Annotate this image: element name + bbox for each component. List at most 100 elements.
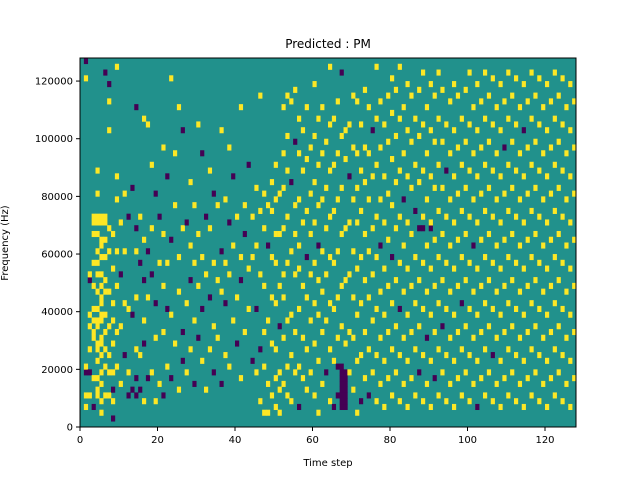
heatmap-cell: [529, 69, 534, 76]
heatmap-cell: [529, 300, 534, 307]
heatmap-cell: [545, 127, 550, 134]
heatmap-cell: [378, 144, 383, 151]
heatmap-cell: [556, 323, 561, 330]
heatmap-cell: [471, 334, 476, 341]
heatmap-cell: [142, 398, 147, 405]
heatmap-cell: [231, 317, 236, 324]
heatmap-cell: [401, 380, 406, 387]
heatmap-cell: [483, 207, 488, 214]
heatmap-cell: [494, 104, 499, 111]
heatmap-cell: [87, 271, 92, 278]
heatmap-cell: [339, 369, 344, 376]
heatmap-cell: [560, 305, 565, 312]
heatmap-cell: [351, 92, 356, 99]
heatmap-cell: [393, 369, 399, 376]
heatmap-cell: [541, 196, 546, 203]
heatmap-cell: [490, 259, 495, 266]
heatmap-cell: [436, 254, 441, 261]
heatmap-cell: [83, 75, 89, 82]
heatmap-cell: [142, 236, 147, 243]
heatmap-cell: [281, 104, 286, 111]
heatmap-cell: [273, 259, 278, 266]
heatmap-cell: [246, 265, 251, 272]
heatmap-cell: [428, 219, 433, 226]
heatmap-cell: [529, 346, 534, 353]
heatmap-cell: [359, 167, 364, 174]
heatmap-cell: [145, 375, 151, 382]
heatmap-cell: [467, 305, 472, 312]
heatmap-cell: [297, 150, 302, 157]
heatmap-cell: [529, 207, 534, 214]
heatmap-cell: [572, 282, 577, 289]
heatmap-cell: [498, 127, 503, 134]
heatmap-cell: [510, 369, 515, 376]
heatmap-cell: [138, 259, 143, 266]
heatmap-cell: [122, 352, 127, 359]
heatmap-cell: [320, 248, 325, 255]
heatmap-cell: [517, 242, 523, 249]
heatmap-cell: [281, 225, 286, 232]
heatmap-cell: [83, 403, 89, 411]
heatmap-cell: [483, 161, 488, 168]
heatmap-cell: [525, 282, 530, 289]
heatmap-cell: [95, 357, 100, 364]
heatmap-cell: [405, 173, 410, 180]
heatmap-cell: [471, 380, 476, 387]
heatmap-cell: [483, 300, 488, 307]
heatmap-cell: [529, 115, 534, 122]
heatmap-cell: [83, 363, 89, 370]
heatmap-cell: [324, 271, 329, 278]
heatmap-cell: [103, 213, 108, 220]
heatmap-cell: [91, 305, 96, 312]
heatmap-cell: [393, 323, 399, 330]
heatmap-cell: [161, 282, 166, 289]
heatmap-cell: [490, 213, 495, 220]
heatmap-cell: [359, 300, 364, 307]
heatmap-cell: [417, 132, 422, 140]
heatmap-cell: [568, 81, 573, 88]
heatmap-cell: [180, 328, 185, 336]
heatmap-cell: [223, 300, 228, 307]
heatmap-cell: [382, 173, 387, 180]
heatmap-cell: [335, 294, 340, 301]
heatmap-cell: [273, 196, 278, 203]
heatmap-cell: [250, 213, 255, 220]
heatmap-cell: [204, 386, 209, 393]
heatmap-cell: [362, 86, 368, 93]
x-axis-label: Time step: [302, 458, 352, 469]
heatmap-cell: [421, 225, 426, 232]
heatmap-cell: [114, 63, 120, 70]
heatmap-cell: [134, 375, 139, 382]
heatmap-cell: [242, 230, 247, 238]
heatmap-cell: [111, 265, 116, 272]
heatmap-cell: [107, 323, 112, 330]
heatmap-cell: [417, 369, 422, 376]
heatmap-cell: [370, 317, 375, 324]
heatmap-cell: [138, 352, 143, 359]
heatmap-cell: [331, 115, 337, 122]
heatmap-cell: [545, 403, 550, 411]
heatmap-cell: [552, 207, 557, 214]
heatmap-cell: [506, 115, 511, 122]
heatmap-cell: [548, 190, 554, 197]
heatmap-cell: [281, 334, 286, 341]
heatmap-cell: [343, 340, 348, 347]
heatmap-cell: [552, 69, 557, 76]
y-tick-label: 80000: [41, 192, 73, 203]
heatmap-cell: [455, 282, 461, 289]
heatmap-cell: [328, 300, 333, 307]
heatmap-cell: [266, 317, 271, 324]
heatmap-cell: [471, 104, 476, 111]
heatmap-cell: [475, 81, 480, 88]
heatmap-cell: [215, 277, 220, 284]
heatmap-cell: [339, 375, 344, 382]
heatmap-cell: [320, 104, 325, 111]
heatmap-cell: [568, 173, 573, 180]
heatmap-cell: [339, 398, 344, 405]
heatmap-cell: [254, 305, 259, 312]
heatmap-cell: [409, 92, 414, 99]
heatmap-cell: [343, 277, 348, 284]
y-tick-label: 0: [67, 423, 73, 434]
heatmap-cell: [103, 311, 108, 318]
heatmap-cell: [285, 259, 290, 266]
